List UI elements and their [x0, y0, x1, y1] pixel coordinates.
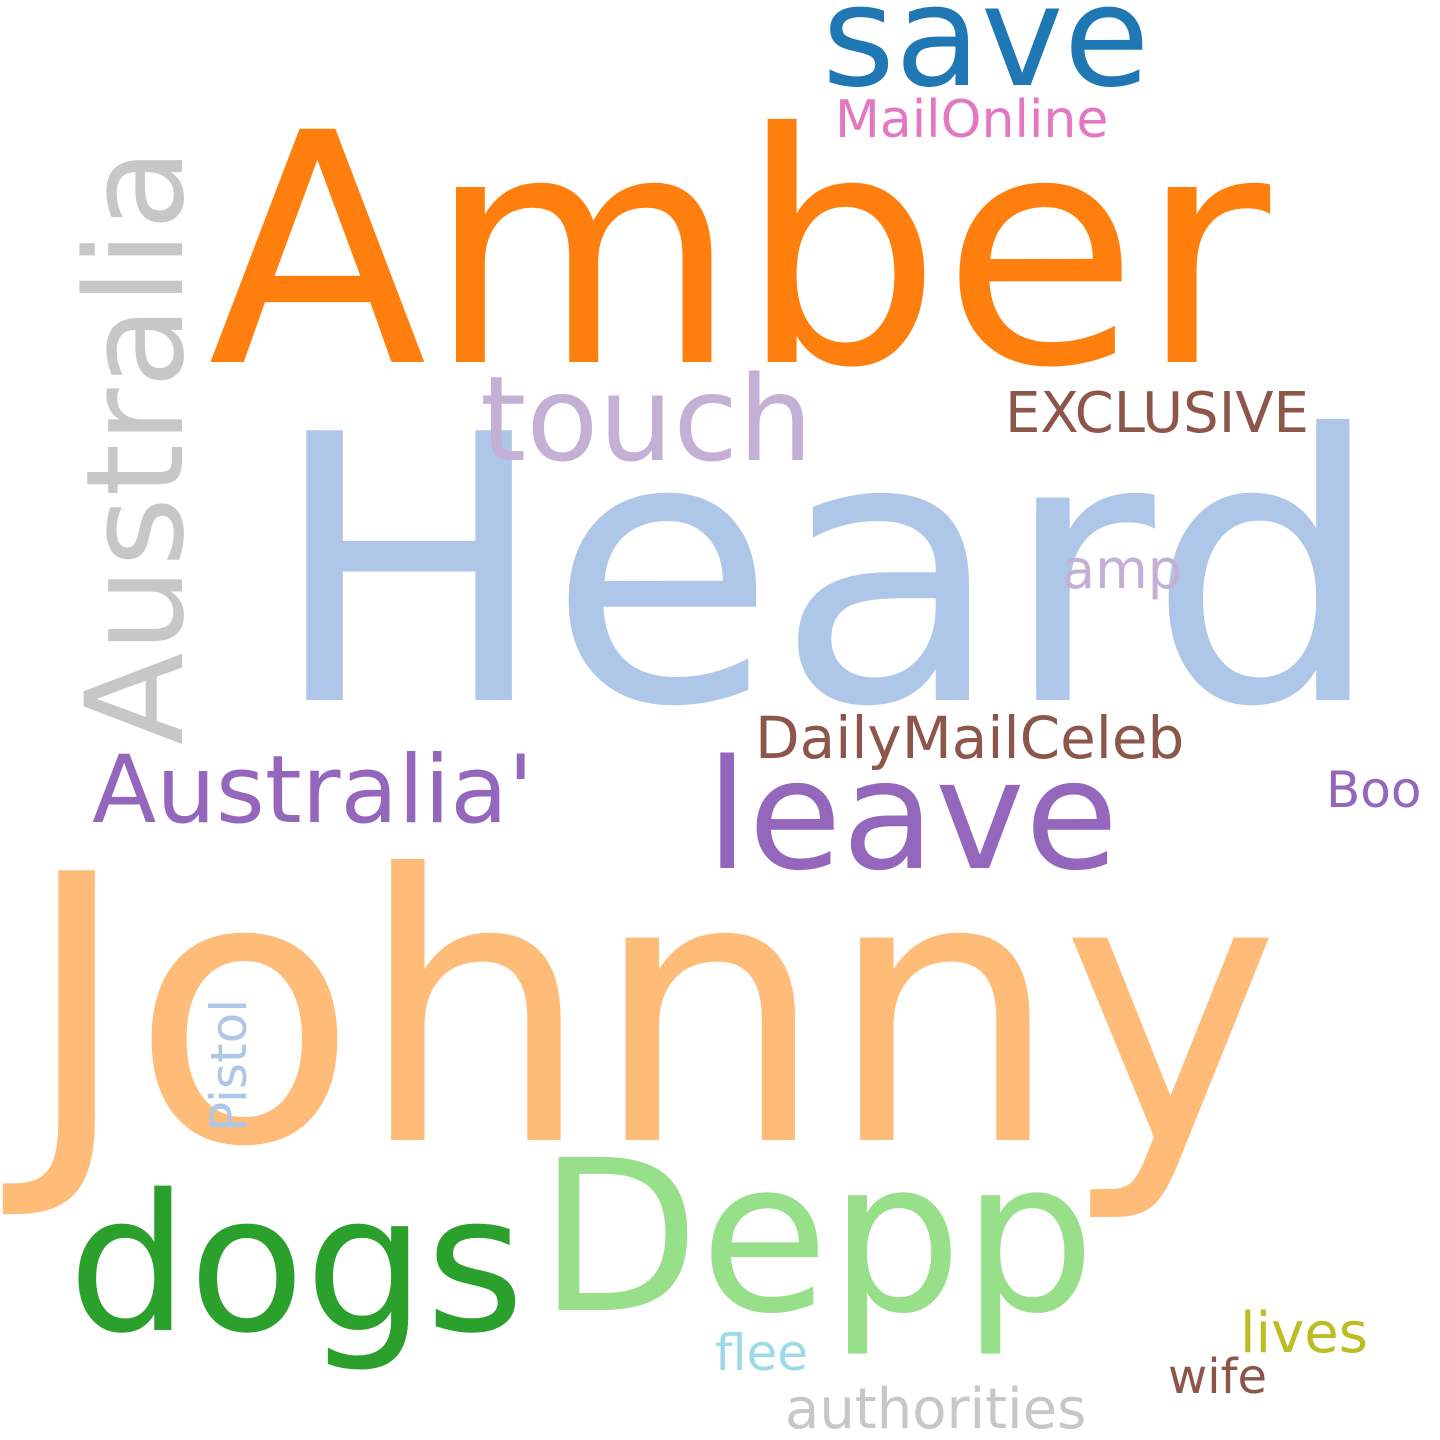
word-depp: Depp	[538, 1115, 1096, 1360]
word-dailymailceleb: DailyMailCeleb	[755, 704, 1184, 772]
word-lives: lives	[1240, 1301, 1368, 1366]
word-leave: leave	[706, 727, 1118, 904]
word-wife: wife	[1168, 1349, 1267, 1405]
word-boo: Boo	[1326, 761, 1421, 819]
word-australia-apostrophe: Australia'	[92, 736, 534, 845]
word-dogs: dogs	[68, 1154, 524, 1375]
word-heard: Heard	[270, 358, 1383, 788]
word-exclusive: EXCLUSIVE	[1005, 381, 1309, 446]
word-australia-vertical: Australia	[57, 148, 214, 745]
word-amp: amp	[1062, 538, 1182, 601]
word-pistol-vertical: Pistol	[200, 999, 258, 1132]
word-amber: Amber	[208, 66, 1274, 438]
word-authorities: authorities	[785, 1377, 1086, 1440]
word-flee: flee	[715, 1324, 808, 1382]
word-johnny: Johnny	[0, 798, 1280, 1228]
word-save: save	[822, 0, 1150, 119]
word-mailonline: MailOnline	[835, 90, 1108, 150]
word-touch: touch	[480, 350, 813, 488]
